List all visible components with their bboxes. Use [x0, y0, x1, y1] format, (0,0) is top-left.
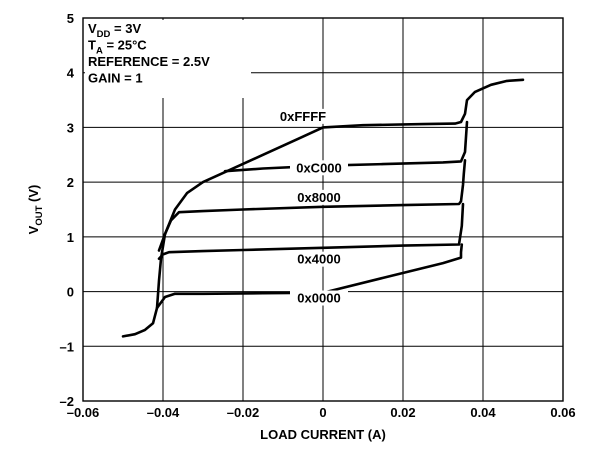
curve-label-bg	[290, 189, 348, 205]
x-tick-label: 0.04	[470, 405, 496, 420]
condition-line: TA = 25°C	[88, 38, 147, 57]
y-tick-label: –1	[60, 339, 74, 354]
condition-line: VDD = 3V	[88, 21, 141, 40]
x-tick-label: 0.06	[550, 405, 575, 420]
tick-labels: –0.06 –0.04 –0.02 0 0.02 0.04 0.06 5 4 3 2 1 0 –1 –2	[60, 11, 576, 420]
condition-value: = 3V	[110, 21, 141, 36]
curve-label-bg	[274, 108, 332, 124]
y-axis-label-subscript: OUT	[34, 205, 45, 225]
conditions-background	[85, 20, 251, 98]
x-axis-label: LOAD CURRENT (A)	[260, 427, 386, 442]
y-axis-label: VOUT (V)	[26, 185, 45, 235]
condition-subscript: A	[96, 46, 103, 57]
curve-0x8000	[163, 159, 467, 236]
x-tick-label: –0.06	[67, 405, 100, 420]
curve-labels: 0xFFFF 0xC000 0x8000 0x4000 0x0000	[274, 108, 348, 306]
condition-subscript: DD	[97, 29, 111, 40]
y-tick-label: 4	[67, 66, 75, 81]
curve-label-0xc000: 0xC000	[296, 160, 342, 175]
y-tick-label: 1	[67, 230, 74, 245]
y-tick-label: 2	[67, 175, 74, 190]
condition-main: T	[88, 38, 96, 53]
condition-main: GAIN = 1	[88, 71, 143, 86]
curve-label-bg	[290, 251, 348, 267]
y-axis-label-main: V	[26, 225, 41, 234]
curve-label-0x4000: 0x4000	[297, 252, 340, 267]
curve-0xc000	[223, 120, 469, 173]
y-tick-label: 3	[67, 120, 74, 135]
x-tick-label: –0.02	[227, 405, 260, 420]
curve-label-0x8000: 0x8000	[297, 190, 340, 205]
condition-line: REFERENCE = 2.5V	[88, 54, 210, 69]
x-tick-label: –0.04	[147, 405, 180, 420]
x-tick-label: 0.02	[390, 405, 415, 420]
curve-0x0000	[121, 232, 167, 338]
curve-label-bg	[290, 290, 348, 306]
y-tick-label: 0	[67, 285, 74, 300]
condition-line: GAIN = 1	[88, 71, 143, 86]
y-axis-label-unit: (V)	[26, 185, 41, 206]
curve-0x4000	[157, 202, 465, 260]
curve-0xffff	[157, 78, 525, 252]
condition-main: V	[88, 21, 97, 36]
curve-label-0xffff: 0xFFFF	[280, 109, 326, 124]
curve-label-bg	[290, 160, 348, 176]
curve-label-0x0000: 0x0000	[297, 291, 340, 306]
y-tick-label: –2	[60, 394, 74, 409]
condition-value: = 25°C	[103, 38, 147, 53]
condition-main: REFERENCE = 2.5V	[88, 54, 210, 69]
x-tick-label: 0	[319, 405, 326, 420]
plot-frame	[82, 17, 564, 402]
y-tick-label: 5	[67, 11, 74, 26]
